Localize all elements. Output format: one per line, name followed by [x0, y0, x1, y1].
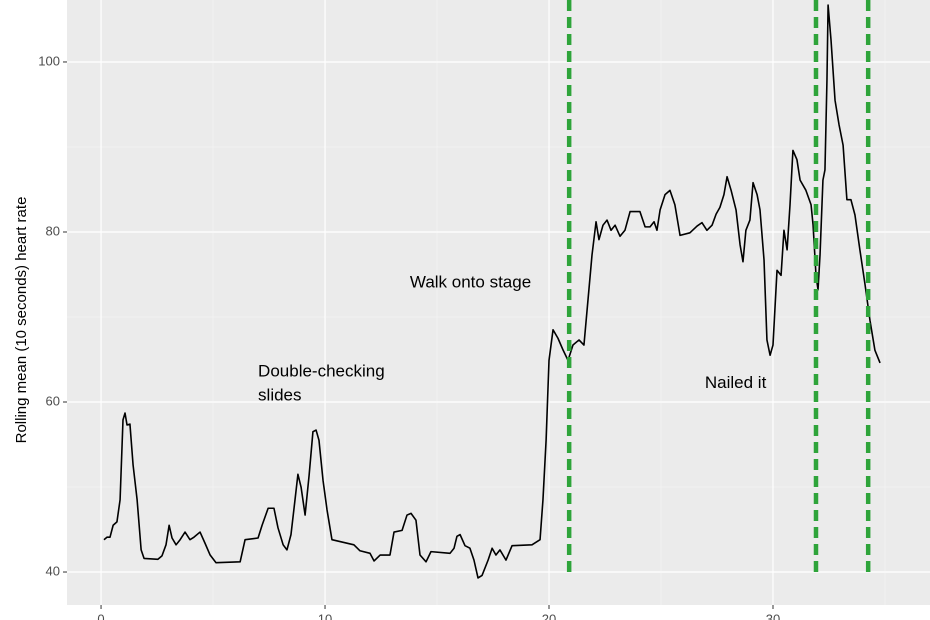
annotation: slides — [258, 386, 301, 405]
y-tick-label: 40 — [46, 563, 60, 578]
plot-panel — [67, 0, 930, 605]
annotation: Double-checking — [258, 362, 385, 381]
y-tick-label: 60 — [46, 393, 60, 408]
x-tick-label: 10 — [318, 611, 332, 620]
x-tick-label: 20 — [542, 611, 556, 620]
x-tick-label: 30 — [766, 611, 780, 620]
annotation: Walk onto stage — [410, 272, 531, 291]
line — [103, 4, 881, 579]
y-axis-title: Rolling mean (10 seconds) heart rate — [13, 197, 30, 444]
x-tick-label: 0 — [97, 611, 104, 620]
annotation: Nailed it — [705, 373, 767, 392]
y-tick-label: 80 — [46, 223, 60, 238]
y-tick-label: 100 — [38, 53, 60, 68]
